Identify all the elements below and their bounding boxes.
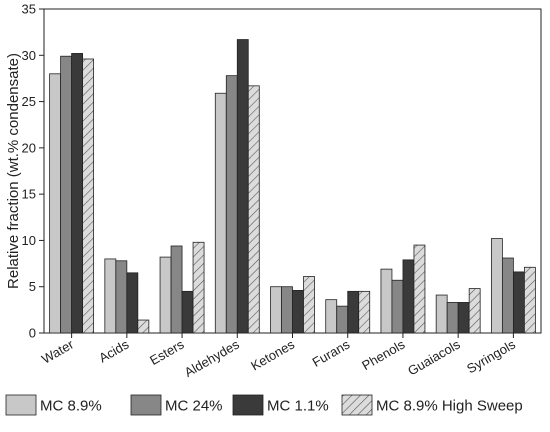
bar-aldehydes-series-4 <box>247 85 260 334</box>
bar-ketones-series-3 <box>292 290 304 334</box>
legend-swatch <box>130 394 162 416</box>
legend-label: MC 8.9% <box>40 398 102 415</box>
bar-guaiacols-series-1 <box>435 294 448 334</box>
y-axis-title: Relative fraction (wt.% condensate) <box>5 53 22 289</box>
x-tick-label: Esters <box>147 336 187 368</box>
bar-ketones-series-1 <box>270 286 282 334</box>
bar-guaiacols-series-2 <box>446 302 459 334</box>
bar-esters-series-2 <box>170 245 183 334</box>
bar-syringols-series-3 <box>512 271 525 334</box>
x-tick-label: Aldehydes <box>182 336 243 380</box>
y-tick-label: 25 <box>22 94 36 109</box>
y-tick-label: 30 <box>22 48 36 63</box>
bar-water-series-2 <box>60 55 73 334</box>
y-tick-label: 15 <box>22 187 36 202</box>
bar-syringols-series-1 <box>490 238 503 334</box>
legend-label: MC 8.9% High Sweep <box>376 398 523 415</box>
x-tick-label: Furans <box>310 336 353 369</box>
x-tick-label: Acids <box>96 336 131 365</box>
legend-swatch <box>232 394 264 416</box>
bar-acids-series-3 <box>126 272 139 334</box>
bar-guaiacols-series-4 <box>468 288 481 334</box>
bar-furans-series-3 <box>347 290 360 334</box>
bar-esters-series-4 <box>192 241 205 334</box>
bar-aldehydes-series-2 <box>225 75 238 334</box>
bar-water-series-3 <box>71 53 84 334</box>
bar-esters-series-1 <box>159 256 172 334</box>
bar-water-series-4 <box>82 58 95 334</box>
x-tick-label: Ketones <box>248 336 297 373</box>
x-tick-label: Phenols <box>359 336 408 373</box>
bar-furans-series-2 <box>336 305 349 334</box>
bar-acids-series-4 <box>137 319 150 334</box>
bar-guaiacols-series-3 <box>457 302 470 334</box>
bars-group <box>49 39 536 334</box>
legend: MC 8.9% MC 24% MC 1.1% MC 8.9% High Sweep <box>5 394 523 416</box>
y-tick-label: 35 <box>22 2 36 17</box>
bar-water-series-1 <box>49 73 62 334</box>
bar-furans-series-4 <box>358 290 371 334</box>
y-tick-label: 5 <box>29 279 36 294</box>
y-tick-label: 10 <box>22 233 36 248</box>
legend-swatch <box>341 394 373 416</box>
x-tick-label: Water <box>39 336 77 366</box>
y-axis: 0 5 10 15 20 25 30 35 <box>22 2 44 341</box>
bar-ketones-series-2 <box>281 286 293 334</box>
bar-phenols-series-1 <box>380 268 393 334</box>
bar-acids-series-1 <box>104 258 117 334</box>
bar-ketones-series-4 <box>303 276 315 334</box>
bar-acids-series-2 <box>115 260 128 334</box>
legend-swatch <box>5 394 37 416</box>
bar-phenols-series-3 <box>402 259 415 334</box>
legend-label: MC 24% <box>165 398 223 415</box>
x-tick-label: Syringols <box>464 336 518 376</box>
bar-phenols-series-4 <box>413 244 426 334</box>
bar-aldehydes-series-3 <box>236 39 249 334</box>
legend-label: MC 1.1% <box>267 398 329 415</box>
bar-phenols-series-2 <box>391 279 404 334</box>
x-tick-label: Guaiacols <box>405 336 463 378</box>
bar-furans-series-1 <box>325 299 338 334</box>
bar-aldehydes-series-1 <box>214 92 227 334</box>
bar-esters-series-3 <box>181 290 194 334</box>
y-tick-label: 20 <box>22 140 36 155</box>
bar-syringols-series-2 <box>501 257 514 334</box>
y-tick-label: 0 <box>29 326 36 341</box>
bar-syringols-series-4 <box>523 266 536 334</box>
